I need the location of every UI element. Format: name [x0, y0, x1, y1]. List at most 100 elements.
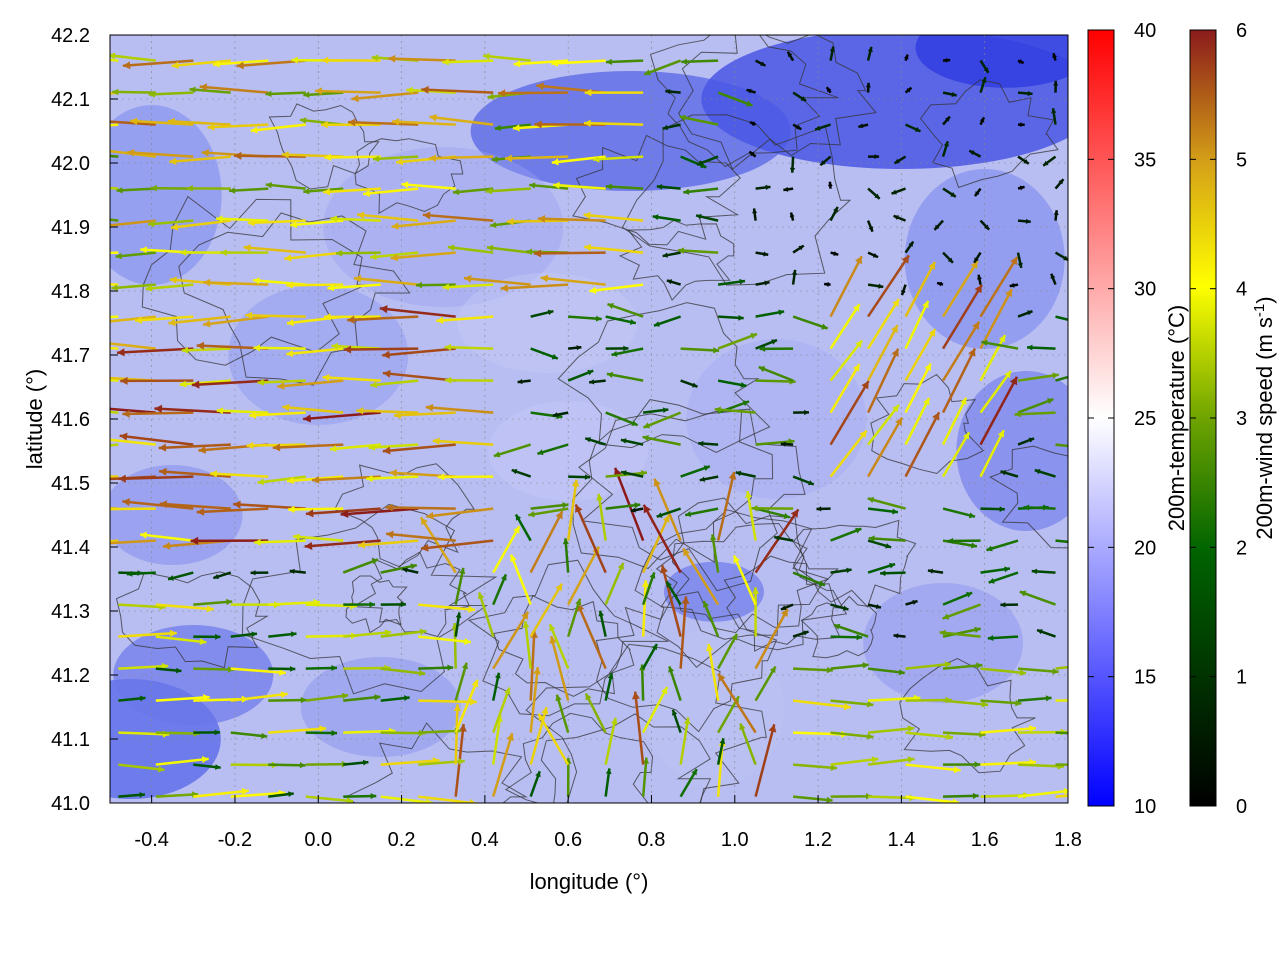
wind-arrow — [939, 629, 981, 638]
wind-arrow — [653, 478, 682, 542]
wind-arrow — [426, 507, 494, 520]
wind-arrow — [698, 440, 719, 447]
x-axis-label: longitude (°) — [530, 869, 649, 894]
wind-arrow — [1017, 59, 1025, 65]
colorbar-tick-label: 15 — [1134, 667, 1156, 689]
wind-arrow — [282, 403, 344, 414]
wind-arrow — [529, 666, 541, 733]
wind-arrow — [265, 181, 306, 190]
wind-arrow — [353, 275, 419, 286]
y-axis-label: latitude (°) — [22, 369, 47, 470]
wind-arrow — [904, 300, 930, 350]
wind-arrow — [454, 679, 479, 734]
wind-arrow — [1055, 665, 1068, 670]
wind-arrow — [905, 795, 960, 803]
x-tick-label: 1.2 — [804, 829, 832, 851]
wind-arrow — [682, 547, 720, 606]
wind-arrow — [973, 187, 982, 197]
wind-arrow — [893, 155, 907, 165]
wind-arrow — [147, 219, 194, 228]
wind-arrow — [159, 500, 231, 510]
wind-arrow — [759, 345, 794, 352]
wind-arrow — [207, 123, 269, 131]
wind-arrow — [604, 562, 625, 606]
wind-arrow — [167, 571, 194, 581]
colorbar-tick-label: 20 — [1134, 537, 1156, 559]
wind-arrow — [159, 467, 231, 478]
wind-arrow — [830, 527, 862, 542]
wind-arrow — [755, 251, 769, 257]
wind-arrow — [418, 698, 477, 706]
wind-arrow — [979, 59, 990, 74]
wind-arrow — [716, 738, 726, 765]
wind-arrow — [1055, 763, 1068, 766]
contour-line — [141, 195, 367, 366]
contour-line — [268, 103, 380, 190]
wind-arrow — [193, 763, 221, 770]
wind-arrow — [735, 470, 756, 478]
wind-arrow — [904, 362, 932, 414]
wind-arrow — [442, 283, 494, 291]
wind-arrow — [717, 332, 758, 350]
wind-arrow — [290, 219, 344, 229]
wind-arrow — [321, 56, 381, 64]
wind-arrow — [418, 664, 454, 671]
wind-arrow — [605, 345, 629, 352]
wind-arrow — [904, 261, 937, 318]
wind-arrow — [830, 634, 863, 641]
colorbar-tick-label: 1 — [1236, 667, 1247, 689]
wind-arrow — [979, 76, 987, 93]
wind-arrow — [642, 643, 659, 670]
wind-arrow — [755, 59, 767, 67]
wind-arrow — [388, 54, 456, 63]
wind-arrow — [110, 149, 156, 158]
wind-arrow — [752, 587, 760, 637]
wind-arrow — [366, 475, 419, 483]
wind-arrow — [347, 315, 419, 324]
wind-arrow — [739, 722, 757, 766]
wind-arrow — [1000, 602, 1019, 608]
wind-arrow — [941, 321, 981, 382]
wind-arrow — [754, 724, 777, 797]
wind-arrow — [491, 672, 501, 701]
wind-arrow — [540, 274, 606, 286]
wind-arrow — [220, 249, 269, 256]
wind-arrow — [1050, 273, 1057, 286]
wind-arrow — [903, 54, 909, 62]
wind-arrow — [257, 378, 306, 386]
wind-arrow — [552, 411, 569, 418]
y-tick-label: 42.0 — [51, 153, 90, 175]
wind-arrow — [904, 328, 937, 382]
wind-arrow — [453, 704, 461, 765]
wind-arrow — [436, 315, 494, 325]
contour-line — [678, 35, 877, 171]
wind-arrow — [980, 699, 1022, 707]
wind-arrow — [323, 187, 381, 196]
wind-arrow — [268, 762, 306, 769]
wind-arrow — [555, 694, 570, 733]
wind-arrow — [824, 282, 831, 287]
wind-arrow — [329, 443, 381, 453]
y-tick-label: 41.5 — [51, 473, 90, 495]
wind-arrow — [710, 534, 720, 573]
y-tick-label: 41.0 — [51, 793, 90, 815]
wind-arrow — [343, 629, 392, 638]
wind-arrow — [605, 315, 637, 325]
wind-arrow — [868, 154, 880, 160]
wind-arrow — [511, 468, 532, 478]
wind-arrow — [268, 696, 307, 704]
y-tick-label: 41.4 — [51, 537, 90, 559]
wind-arrow — [116, 347, 194, 357]
wind-arrow — [343, 601, 376, 608]
wind-arrow — [492, 573, 508, 606]
wind-arrow — [254, 538, 306, 546]
wind-arrow — [679, 768, 698, 798]
wind-arrow — [268, 665, 296, 672]
wind-arrow — [745, 490, 757, 541]
wind-arrow — [492, 687, 511, 734]
wind-arrow — [980, 667, 1027, 676]
wind-arrow — [1052, 52, 1058, 61]
wind-arrow — [947, 537, 981, 544]
wind-arrow — [148, 90, 194, 98]
colorbar-tick-label: 2 — [1236, 537, 1247, 559]
